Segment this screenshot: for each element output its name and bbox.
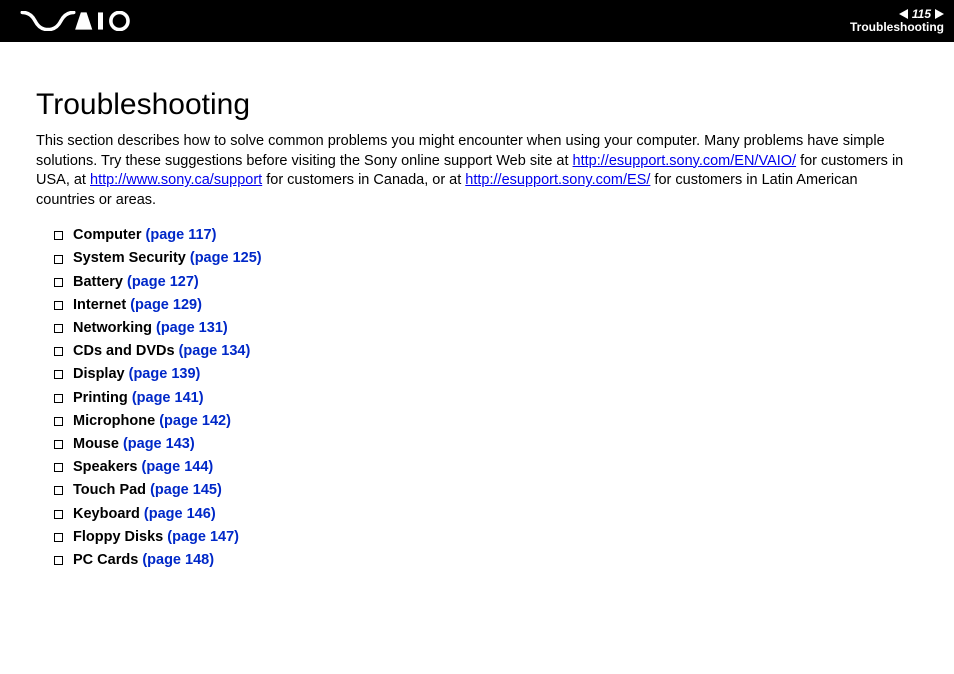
topic-link[interactable]: Floppy Disks (page 147) [73,526,239,549]
bullet-icon [54,510,63,519]
bullet-icon [54,440,63,449]
list-item: Mouse (page 143) [54,433,918,456]
page-title: Troubleshooting [36,88,918,122]
bullet-icon [54,347,63,356]
page-content: Troubleshooting This section describes h… [0,42,954,572]
bullet-icon [54,301,63,310]
list-item: CDs and DVDs (page 134) [54,340,918,363]
bullet-icon [54,463,63,472]
list-item: Battery (page 127) [54,271,918,294]
topic-page-ref: (page 131) [156,320,228,336]
header-right: 115 Troubleshooting [850,8,944,34]
topic-link[interactable]: PC Cards (page 148) [73,549,214,572]
bullet-icon [54,417,63,426]
list-item: System Security (page 125) [54,247,918,270]
bullet-icon [54,255,63,264]
topic-label: Microphone [73,413,155,429]
topic-link[interactable]: System Security (page 125) [73,247,262,270]
topic-link[interactable]: CDs and DVDs (page 134) [73,340,250,363]
bullet-icon [54,394,63,403]
topic-link[interactable]: Display (page 139) [73,363,200,386]
support-link-usa[interactable]: http://esupport.sony.com/EN/VAIO/ [573,153,797,169]
bullet-icon [54,370,63,379]
intro-paragraph: This section describes how to solve comm… [36,132,918,210]
topic-label: PC Cards [73,552,138,568]
page-header: 115 Troubleshooting [0,0,954,42]
topic-page-ref: (page 125) [190,250,262,266]
topic-link[interactable]: Printing (page 141) [73,387,204,410]
topic-label: Keyboard [73,506,140,522]
vaio-logo [18,0,138,42]
topic-page-ref: (page 117) [146,227,217,243]
topic-page-ref: (page 145) [150,482,222,498]
list-item: Speakers (page 144) [54,456,918,479]
list-item: Floppy Disks (page 147) [54,526,918,549]
topic-label: Touch Pad [73,482,146,498]
topic-page-ref: (page 141) [132,390,204,406]
intro-text-3: for customers in Canada, or at [262,172,465,188]
support-link-latam[interactable]: http://esupport.sony.com/ES/ [465,172,650,188]
list-item: Printing (page 141) [54,387,918,410]
topic-link[interactable]: Mouse (page 143) [73,433,195,456]
topic-page-ref: (page 127) [127,274,199,290]
topic-page-ref: (page 139) [129,366,201,382]
topic-page-ref: (page 147) [167,529,239,545]
topic-link[interactable]: Keyboard (page 146) [73,503,216,526]
topic-label: Internet [73,297,126,313]
topic-label: System Security [73,250,186,266]
topic-page-ref: (page 134) [179,343,251,359]
list-item: Keyboard (page 146) [54,503,918,526]
list-item: Computer (page 117) [54,224,918,247]
topic-label: Floppy Disks [73,529,163,545]
topic-link[interactable]: Touch Pad (page 145) [73,479,222,502]
topic-label: Display [73,366,125,382]
nav-prev-icon[interactable] [899,9,908,19]
topic-link[interactable]: Networking (page 131) [73,317,228,340]
vaio-logo-svg [18,11,138,31]
topic-label: Networking [73,320,152,336]
list-item: Display (page 139) [54,363,918,386]
topic-link[interactable]: Microphone (page 142) [73,410,231,433]
topic-page-ref: (page 142) [159,413,231,429]
bullet-icon [54,324,63,333]
bullet-icon [54,556,63,565]
topic-label: Battery [73,274,123,290]
topic-label: CDs and DVDs [73,343,175,359]
topic-label: Printing [73,390,128,406]
bullet-icon [54,231,63,240]
header-section-label: Troubleshooting [850,21,944,34]
topic-page-ref: (page 143) [123,436,195,452]
list-item: Networking (page 131) [54,317,918,340]
topic-link[interactable]: Speakers (page 144) [73,456,213,479]
topic-page-ref: (page 129) [130,297,202,313]
list-item: Touch Pad (page 145) [54,479,918,502]
topic-list: Computer (page 117)System Security (page… [36,224,918,572]
list-item: Microphone (page 142) [54,410,918,433]
topic-page-ref: (page 146) [144,506,216,522]
topic-link[interactable]: Battery (page 127) [73,271,199,294]
bullet-icon [54,278,63,287]
topic-link[interactable]: Computer (page 117) [73,224,216,247]
topic-page-ref: (page 144) [142,459,214,475]
topic-link[interactable]: Internet (page 129) [73,294,202,317]
list-item: PC Cards (page 148) [54,549,918,572]
topic-label: Computer [73,227,141,243]
bullet-icon [54,486,63,495]
bullet-icon [54,533,63,542]
topic-label: Mouse [73,436,119,452]
topic-label: Speakers [73,459,138,475]
list-item: Internet (page 129) [54,294,918,317]
support-link-canada[interactable]: http://www.sony.ca/support [90,172,262,188]
topic-page-ref: (page 148) [142,552,214,568]
nav-next-icon[interactable] [935,9,944,19]
